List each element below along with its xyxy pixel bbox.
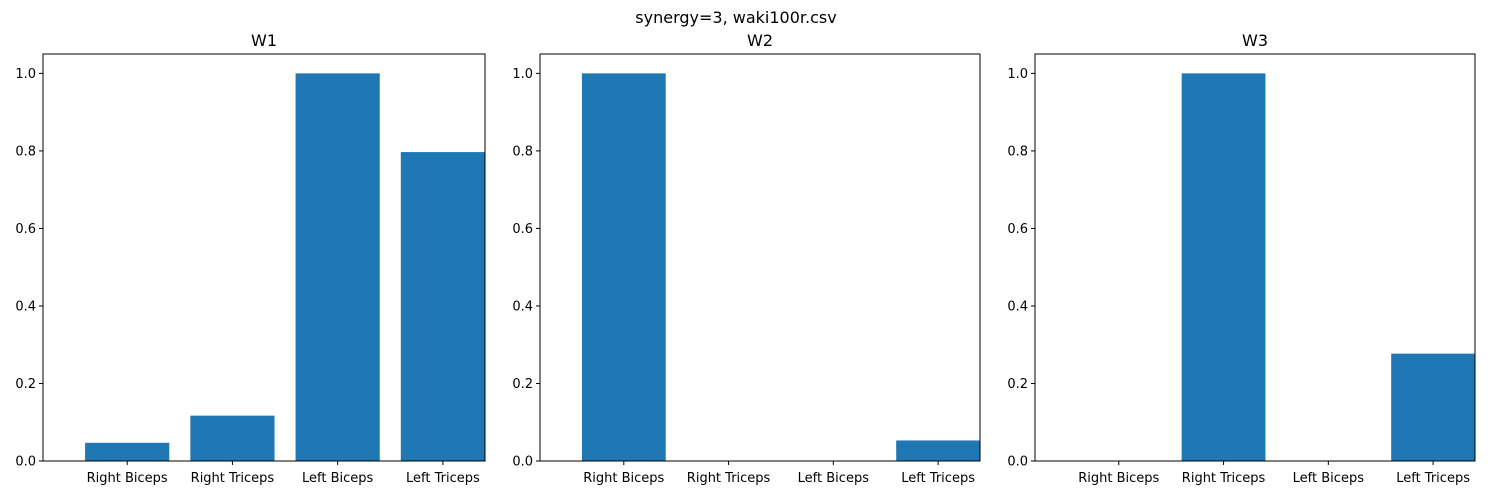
x-tick-label: Left Triceps [901, 471, 975, 486]
x-tick-label: Right Triceps [1182, 471, 1266, 486]
x-tick-label: Left Biceps [798, 471, 870, 486]
bar [1391, 353, 1475, 461]
y-tick-label: 0.2 [1007, 377, 1028, 392]
y-tick-label: 0.0 [512, 455, 533, 470]
axes-frame [1034, 53, 1476, 462]
y-tick-label: 0.4 [1007, 299, 1028, 314]
y-tick-label: 0.0 [1007, 455, 1028, 470]
axes-frame [539, 53, 981, 462]
y-tick-label: 0.6 [15, 222, 36, 237]
x-tick-label: Left Biceps [1293, 471, 1365, 486]
y-tick-label: 0.2 [15, 377, 36, 392]
bar [295, 73, 380, 461]
bar [190, 415, 275, 461]
x-tick-label: Right Biceps [87, 471, 168, 486]
x-tick-label: Right Biceps [1078, 471, 1159, 486]
y-tick-label: 0.8 [1007, 144, 1028, 159]
x-tick-label: Right Triceps [687, 471, 771, 486]
y-tick-label: 0.6 [1007, 222, 1028, 237]
panel-title: W2 [747, 31, 773, 50]
y-tick-label: 0.0 [15, 455, 36, 470]
x-tick-label: Right Biceps [583, 471, 664, 486]
panel-title: W3 [1242, 31, 1268, 50]
bar [896, 440, 980, 461]
bar [85, 442, 170, 461]
y-tick-label: 0.8 [15, 144, 36, 159]
chart-panel-w2: W2 0.0 0.2 0.4 0.6 0.8 1.0 Right Biceps Right T… [512, 31, 981, 486]
x-tick-label: Left Triceps [406, 471, 480, 486]
y-tick-label: 1.0 [512, 67, 533, 82]
panel-title: W1 [251, 31, 277, 50]
figure-suptitle: synergy=3, waki100r.csv [635, 8, 836, 27]
y-tick-label: 0.4 [512, 299, 533, 314]
y-tick-label: 0.4 [15, 299, 36, 314]
chart-panel-w3: W3 0.0 0.2 0.4 0.6 0.8 1.0 Right Biceps Right T… [1007, 31, 1476, 486]
x-tick-label: Left Triceps [1396, 471, 1470, 486]
bar [581, 73, 666, 461]
chart-panel-w1: W1 0.0 0.2 0.4 0.6 0.8 1.0 Right Biceps Right T… [15, 31, 486, 486]
y-tick-label: 0.8 [512, 144, 533, 159]
bar [400, 152, 485, 461]
y-tick-label: 0.6 [512, 222, 533, 237]
y-tick-label: 1.0 [1007, 67, 1028, 82]
y-tick-label: 1.0 [15, 67, 36, 82]
x-tick-label: Right Triceps [191, 471, 275, 486]
bar [1181, 73, 1266, 461]
axes-frame [42, 53, 486, 462]
x-tick-label: Left Biceps [302, 471, 374, 486]
y-tick-label: 0.2 [512, 377, 533, 392]
